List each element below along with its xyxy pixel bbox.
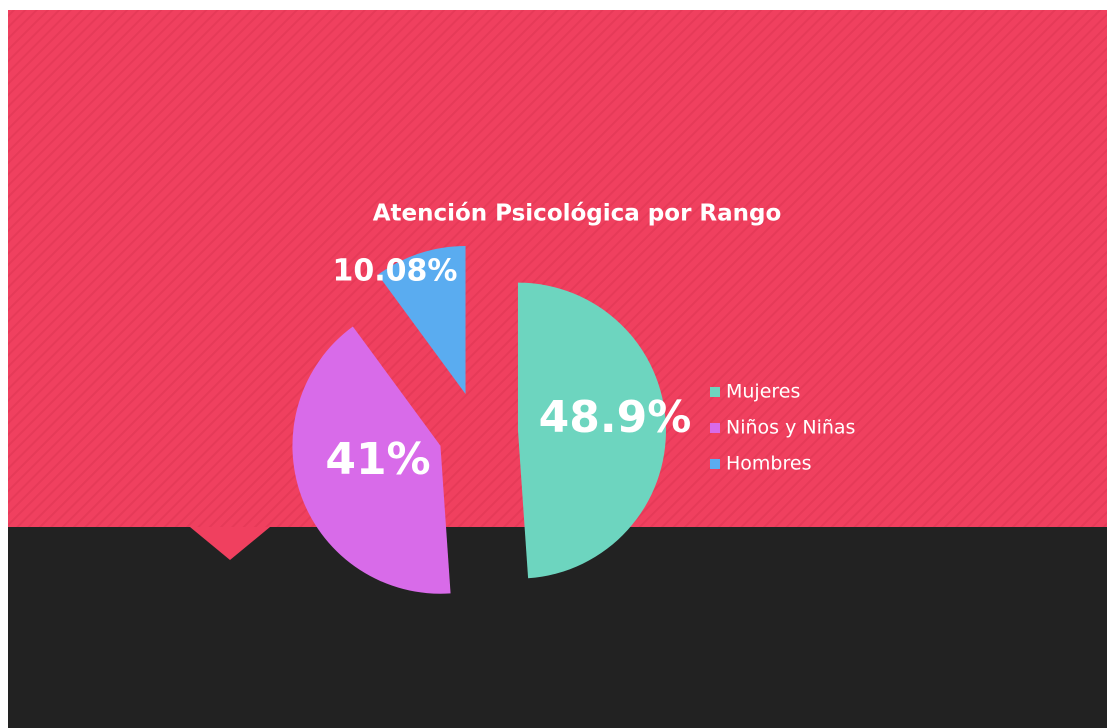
- notch: [190, 527, 270, 560]
- legend-swatch: [710, 423, 720, 433]
- pie-slice: [377, 245, 466, 394]
- data-label: 48.9%: [539, 392, 692, 443]
- legend-swatch: [710, 387, 720, 397]
- chart-title: Atención Psicológica por Rango: [373, 201, 782, 227]
- legend-label: Mujeres: [726, 381, 800, 403]
- legend-label: Hombres: [726, 453, 811, 475]
- legend-label: Niños y Niñas: [726, 417, 855, 439]
- pie-slice: [517, 282, 666, 579]
- data-label: 10.08%: [333, 254, 458, 289]
- legend-swatch: [710, 459, 720, 469]
- pie-slice: [292, 326, 451, 594]
- data-label: 41%: [325, 434, 430, 485]
